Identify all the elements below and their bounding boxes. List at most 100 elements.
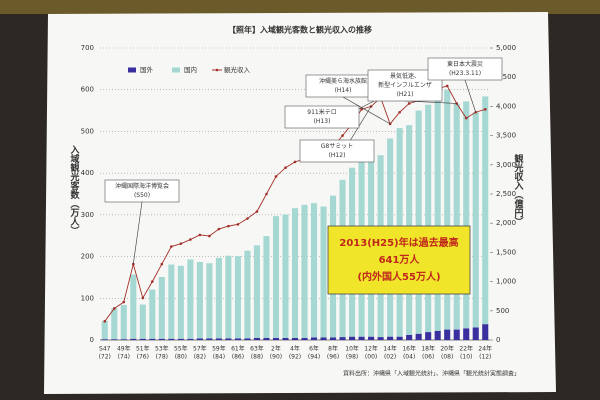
bar (187, 259, 194, 339)
x-tick-sublabel: (00) (365, 354, 377, 361)
y2-tick-label: 3,500 (496, 132, 516, 140)
highlight-text: (内外国人55万人) (357, 270, 440, 283)
bar (291, 208, 299, 338)
legend-label: 国外 (140, 65, 154, 74)
x-tick-sublabel: (84) (213, 354, 225, 361)
bar (149, 289, 156, 339)
x-tick-label: 8年 (328, 345, 338, 353)
bar (168, 264, 175, 339)
bar (320, 206, 327, 338)
annotation-box (104, 179, 180, 203)
bar (282, 214, 289, 338)
x-tick-sublabel: (72) (99, 354, 111, 361)
bar (301, 337, 308, 340)
annotation-pointer (464, 79, 477, 113)
bar (234, 338, 241, 340)
line-point (112, 307, 116, 310)
bar (472, 327, 479, 340)
line-point (151, 280, 154, 283)
bar (463, 101, 470, 329)
bar (358, 336, 365, 340)
x-tick-label: 4年 (290, 345, 300, 353)
bar (177, 338, 184, 340)
x-tick-label: 14年 (383, 345, 397, 353)
bar (349, 336, 356, 340)
x-tick-label: 16年 (402, 345, 416, 353)
y2-tick-label: 0 (496, 336, 500, 344)
bar (253, 337, 260, 340)
x-tick-sublabel: (06) (422, 354, 434, 361)
line-point (360, 108, 363, 111)
y2-tick-label: 5,000 (496, 44, 516, 52)
bar (244, 250, 251, 339)
bar (453, 329, 460, 340)
annotation-pointer (404, 100, 457, 104)
x-tick-sublabel: (78) (156, 354, 168, 361)
bar (272, 337, 280, 340)
bar (263, 337, 270, 340)
bar (101, 320, 108, 340)
x-tick-sublabel: (92) (289, 354, 301, 361)
annotation-text: 911米テロ (307, 108, 336, 116)
bar (282, 337, 289, 340)
annotation-box (299, 139, 375, 163)
y2-tick-label: 2,500 (496, 190, 516, 198)
line-point (284, 166, 287, 170)
legend-swatch (128, 67, 136, 73)
x-tick-label: 20年 (440, 345, 454, 353)
line-point (189, 238, 192, 241)
bar (406, 334, 413, 340)
line-point (255, 210, 259, 213)
line-point (445, 84, 449, 88)
chart-title: 【照年】入域観光客数と観光収入の推移 (228, 25, 372, 35)
annotation-box (284, 105, 360, 129)
bar (234, 256, 241, 339)
line-point (236, 223, 240, 226)
annotation-text: 景気低迷、 (390, 72, 420, 80)
bar (111, 339, 118, 340)
x-tick-label: 24年 (478, 345, 492, 353)
y-tick-label: 400 (81, 169, 94, 177)
bar (272, 216, 280, 338)
annotation-text: 沖縄美ら海水族館 (319, 77, 367, 85)
y2-tick-label: 3,000 (496, 161, 516, 169)
banner (0, 0, 600, 14)
line-point (131, 262, 135, 266)
line-point (274, 175, 278, 178)
x-tick-label: 61年 (231, 345, 245, 353)
bar (139, 338, 146, 340)
line-point (455, 102, 459, 105)
y-tick-label: 600 (81, 86, 94, 94)
bar (434, 97, 441, 331)
x-tick-sublabel: (90) (270, 354, 282, 361)
annotation-pointer (132, 201, 143, 265)
bar (339, 337, 346, 340)
x-tick-sublabel: (04) (403, 354, 415, 361)
bar (425, 104, 432, 333)
bar (196, 338, 203, 340)
x-tick-sublabel: (74) (118, 354, 130, 361)
line-point (474, 110, 478, 114)
x-tick-sublabel: (86) (232, 354, 244, 361)
bar (472, 112, 479, 328)
line-point (464, 116, 468, 120)
bar (291, 337, 299, 340)
annotation-text: (H12) (329, 152, 346, 159)
bar (368, 336, 375, 340)
bar (434, 330, 441, 340)
y-tick-label: 500 (81, 127, 94, 135)
bar (149, 338, 156, 340)
x-tick-sublabel: (94) (308, 354, 320, 361)
highlight-text: 641万人 (379, 253, 421, 266)
annotation-text: (S50) (134, 192, 150, 199)
annotation-text: G8サミット (321, 143, 353, 150)
line-point (407, 102, 411, 105)
source: 資料出所：沖縄県「入域観光統計」、沖縄県「観光統計実態調査」 (343, 370, 520, 378)
annotation-text: 新型インフルエンザ (378, 81, 432, 89)
bar (263, 236, 270, 338)
line-point (398, 110, 401, 114)
bar (177, 265, 184, 339)
line-point (208, 234, 211, 238)
bar (253, 245, 260, 338)
x-tick-label: S47 (99, 346, 111, 353)
